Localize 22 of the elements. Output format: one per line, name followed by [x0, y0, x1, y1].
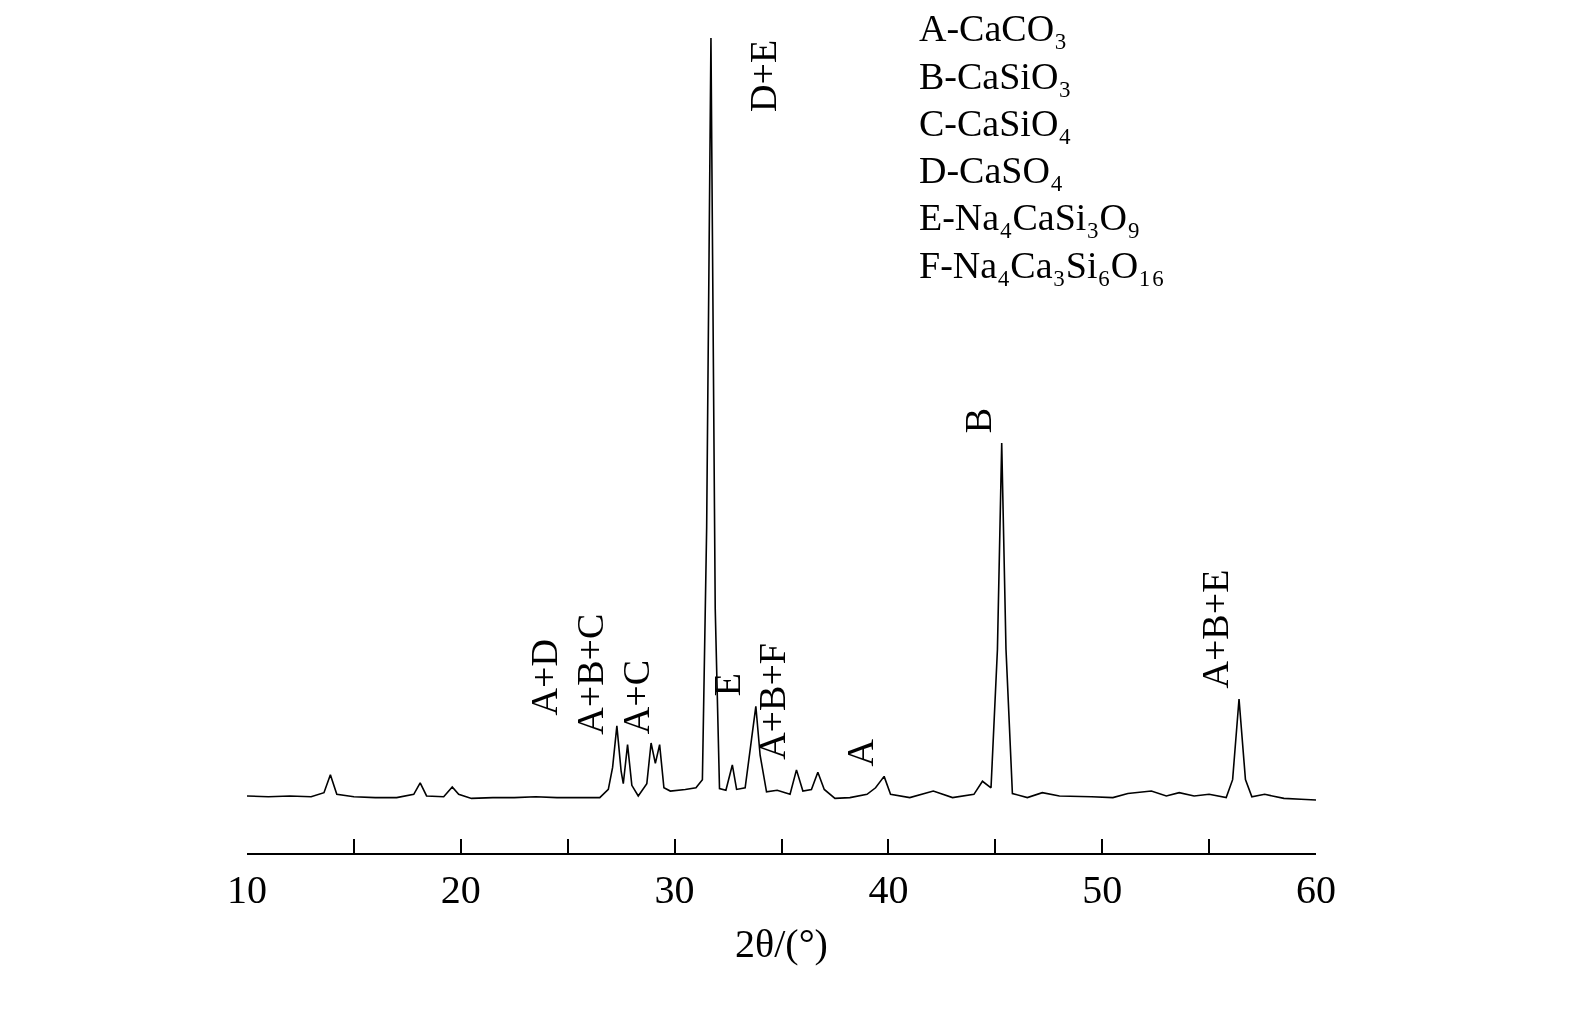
annotation: A+B+C	[568, 613, 611, 735]
annotation: E-Na₄CaSi₃O₉	[919, 196, 1141, 238]
annotation: D-CaSO₄	[919, 149, 1064, 191]
annotation: A+B+E	[1193, 569, 1236, 689]
x-tick-label: 10	[227, 867, 267, 912]
annotation: A-CaCO₃	[919, 7, 1068, 49]
annotation: A	[838, 738, 881, 767]
x-tick-label: 40	[868, 867, 909, 912]
x-tick-label: 30	[654, 867, 695, 912]
annotation: E	[705, 673, 748, 697]
annotation: C-CaSiO₄	[919, 102, 1072, 144]
x-tick-label: 20	[440, 867, 481, 912]
annotation: A+C	[615, 660, 658, 735]
annotation: D+E	[741, 39, 784, 112]
x-tick-label: 50	[1082, 867, 1123, 912]
x-axis-title: 2θ/(°)	[735, 921, 828, 966]
annotation: B-CaSiO₃	[919, 55, 1072, 97]
annotation: A+B+F	[751, 643, 794, 760]
annotation: B	[957, 407, 1000, 434]
x-tick-label: 60	[1296, 867, 1336, 912]
annotation: A+D	[522, 639, 565, 716]
annotation: F-Na₄Ca₃Si₆O₁₆	[919, 244, 1165, 286]
